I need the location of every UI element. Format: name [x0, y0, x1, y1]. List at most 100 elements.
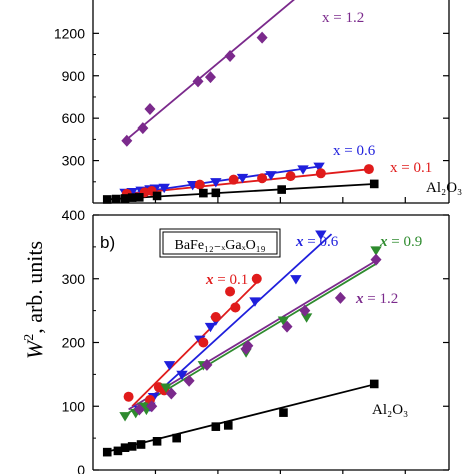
- data-point-series-3: [134, 193, 144, 202]
- annotation-b-x09-var: x: [379, 234, 388, 250]
- data-point-series-0: [137, 122, 149, 135]
- annotation-b-x01-value: = 0.1: [217, 272, 248, 288]
- y-tick-label: 200: [62, 335, 86, 351]
- data-point-series-3: [277, 185, 286, 194]
- data-point-series-2: [277, 316, 290, 326]
- data-point-series-3: [211, 188, 221, 198]
- data-point-series-4: [279, 408, 288, 417]
- annotation-b-x12: x = 1.2: [355, 291, 398, 307]
- data-point-series-0: [144, 102, 156, 115]
- data-point-series-1: [158, 183, 170, 194]
- data-point-series-3: [369, 179, 379, 189]
- data-point-series-1: [225, 286, 236, 297]
- data-point-series-4: [113, 446, 123, 456]
- annotation-a-al2o3: Al₂O₃: [426, 180, 462, 196]
- data-point-series-1: [123, 391, 134, 402]
- panel-a-points: [102, 31, 379, 204]
- annotation-b-al2o3: Al₂O₃: [372, 402, 408, 418]
- data-point-series-2: [285, 171, 296, 182]
- data-point-series-0: [121, 134, 133, 147]
- y-tick-label: 100: [62, 398, 86, 414]
- data-point-series-4: [152, 437, 162, 446]
- data-point-series-3: [242, 339, 254, 352]
- data-point-series-3: [334, 291, 346, 304]
- data-point-series-0: [224, 49, 236, 62]
- annotation-b-x01-var: x: [205, 272, 214, 288]
- fit-line-series-0: [124, 0, 295, 142]
- data-point-series-2: [119, 412, 131, 422]
- y-tick-label: 400: [62, 207, 86, 223]
- annotation-b-x12-var: x: [355, 291, 364, 307]
- data-point-series-4: [369, 379, 379, 389]
- data-point-series-2: [160, 383, 172, 393]
- panel-b-annotations: x = 0.6 x = 0.9 x = 0.1 x = 1.2 Al₂O₃: [205, 234, 422, 418]
- y-tick-label: 300: [62, 153, 86, 169]
- data-point-series-2: [300, 313, 313, 323]
- data-point-series-0: [176, 370, 188, 381]
- panel-b-fit-lines: [105, 233, 379, 454]
- annotation-a-x12: x = 1.2: [322, 10, 364, 26]
- y-tick-label: 300: [62, 271, 86, 287]
- data-point-series-4: [102, 447, 112, 457]
- data-point-series-0: [290, 275, 302, 285]
- data-point-series-3: [120, 194, 130, 203]
- data-point-series-3: [133, 403, 145, 416]
- data-point-series-3: [299, 304, 311, 317]
- panel-b: 0 100 200 300 400 b) BaFe₁₂₋ₓGaₓO₁₉ x = 0.6 …: [62, 207, 450, 474]
- data-point-series-0: [192, 75, 204, 88]
- annotation-b-x12-value: = 1.2: [367, 291, 398, 307]
- data-point-series-3: [165, 387, 177, 400]
- data-point-series-1: [297, 165, 309, 175]
- fit-line-series-3: [105, 183, 377, 201]
- formula-text: BaFe₁₂₋ₓGaₓO₁₉: [174, 238, 265, 253]
- data-point-series-3: [201, 358, 213, 371]
- data-point-series-0: [315, 230, 327, 240]
- data-point-series-3: [281, 320, 293, 333]
- data-point-series-3: [102, 195, 112, 204]
- y-axis-title: W2, arb. units: [22, 241, 47, 359]
- fit-line-series-2: [128, 262, 379, 414]
- data-point-series-1: [198, 337, 209, 348]
- data-point-series-4: [223, 421, 233, 430]
- data-point-series-3: [183, 374, 195, 387]
- fit-line-series-4: [105, 383, 377, 454]
- y-axis-title-units: , arb. units: [22, 241, 47, 334]
- data-point-series-1: [210, 178, 222, 188]
- annotation-b-x06-value: = 0.6: [307, 234, 338, 250]
- data-point-series-4: [127, 442, 137, 451]
- annotation-b-x06: x = 0.6: [295, 234, 339, 250]
- data-point-series-4: [120, 443, 130, 452]
- data-point-series-4: [211, 422, 221, 431]
- panel-a-annotations: x = 1.2 x = 0.6 x = 0.1 Al₂O₃: [322, 10, 462, 196]
- annotation-b-x09-value: = 0.9: [391, 234, 422, 250]
- panel-a-axes: 300 600 900 1200: [54, 0, 450, 204]
- formula-box: BaFe₁₂₋ₓGaₓO₁₉: [159, 228, 281, 258]
- data-point-series-0: [249, 297, 261, 307]
- annotation-a-x01: x = 0.1: [390, 160, 432, 176]
- y-axis-title-superscript: 2: [22, 334, 37, 341]
- y-tick-label: 0: [77, 462, 85, 474]
- svg-text:W2, arb. units: W2, arb. units: [22, 241, 47, 359]
- data-point-series-0: [163, 361, 176, 371]
- annotation-b-x09: x = 0.9: [379, 234, 422, 250]
- data-point-series-3: [127, 193, 137, 202]
- data-point-series-2: [363, 164, 374, 175]
- data-point-series-0: [204, 322, 217, 333]
- data-point-series-3: [199, 188, 208, 198]
- data-point-series-3: [111, 194, 121, 204]
- data-point-series-1: [210, 312, 221, 322]
- y-tick-label: 1200: [54, 25, 85, 41]
- data-point-series-4: [136, 440, 146, 449]
- data-point-series-1: [230, 302, 241, 313]
- panel-b-axes: 0 100 200 300 400: [62, 207, 450, 474]
- data-point-series-2: [228, 174, 239, 185]
- y-tick-label: 600: [62, 110, 86, 126]
- panel-a-fit-lines: [105, 0, 377, 201]
- annotation-a-x06: x = 0.6: [333, 143, 376, 159]
- data-point-series-1: [236, 173, 249, 184]
- data-point-series-2: [315, 168, 326, 179]
- data-point-series-3: [370, 253, 382, 266]
- data-point-series-3: [146, 400, 158, 413]
- data-point-series-0: [256, 31, 268, 44]
